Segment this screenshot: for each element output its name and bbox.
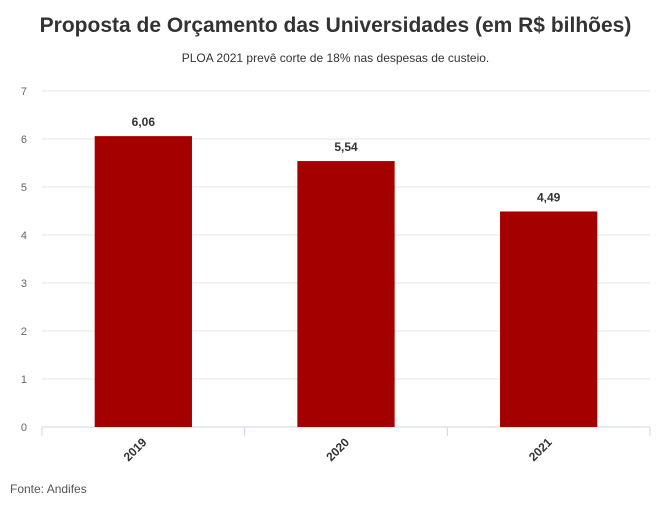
x-tick-label: 2019 [121,435,150,464]
data-label: 6,06 [132,115,156,129]
y-tick-label: 3 [21,278,27,290]
y-tick-label: 7 [21,86,27,98]
bar-2021 [500,211,598,427]
y-tick-label: 4 [21,230,27,242]
bar-2020 [297,161,395,427]
source-note: Fonte: Andifes [10,482,87,496]
data-label: 5,54 [334,140,358,154]
chart-subtitle: PLOA 2021 prevê corte de 18% nas despesa… [181,51,490,65]
y-tick-label: 6 [21,134,27,146]
y-tick-label: 1 [21,374,27,386]
bar-2019 [94,136,192,427]
x-tick-label: 2021 [526,435,555,464]
chart-title: Proposta de Orçamento das Universidades … [39,14,632,37]
data-label: 4,49 [537,190,561,204]
y-tick-label: 0 [21,422,27,434]
y-tick-label: 5 [21,182,27,194]
y-tick-label: 2 [21,326,27,338]
x-tick-label: 2020 [323,435,352,464]
